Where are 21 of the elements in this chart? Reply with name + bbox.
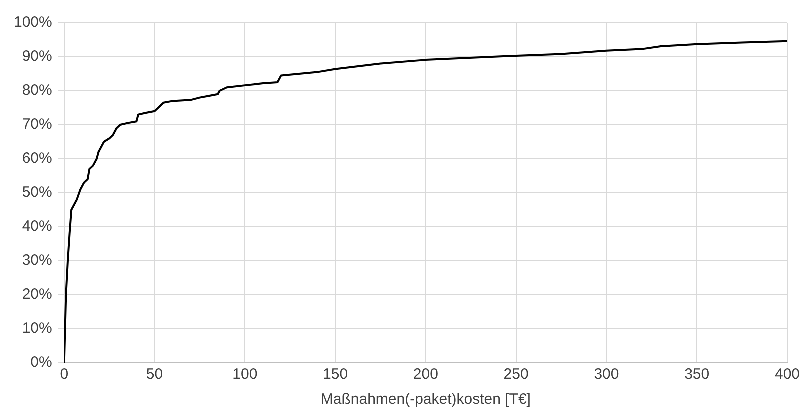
x-tick-label: 350	[684, 366, 710, 384]
y-tick-label: 70%	[22, 116, 52, 134]
y-tick-label: 40%	[22, 218, 52, 236]
y-tick-label: 20%	[22, 286, 52, 304]
y-tick-label: 0%	[30, 354, 52, 372]
y-tick-label: 100%	[14, 14, 52, 32]
x-tick-label: 150	[323, 366, 348, 384]
x-tick-label: 250	[504, 366, 529, 384]
y-tick-label: 10%	[22, 320, 52, 338]
x-tick-label: 50	[146, 366, 164, 384]
x-axis-title: Maßnahmen(-paket)kosten [T€]	[320, 391, 531, 408]
x-tick-label: 300	[594, 366, 620, 384]
x-tick-label: 400	[774, 366, 800, 384]
x-tick-label: 100	[232, 366, 258, 384]
y-tick-label: 80%	[22, 82, 52, 100]
y-tick-label: 60%	[22, 150, 52, 168]
x-tick-label: 0	[60, 366, 69, 384]
x-tick-label: 200	[413, 366, 438, 384]
y-tick-label: 30%	[22, 252, 52, 270]
y-tick-label: 50%	[22, 184, 52, 202]
y-tick-label: 90%	[22, 48, 52, 66]
